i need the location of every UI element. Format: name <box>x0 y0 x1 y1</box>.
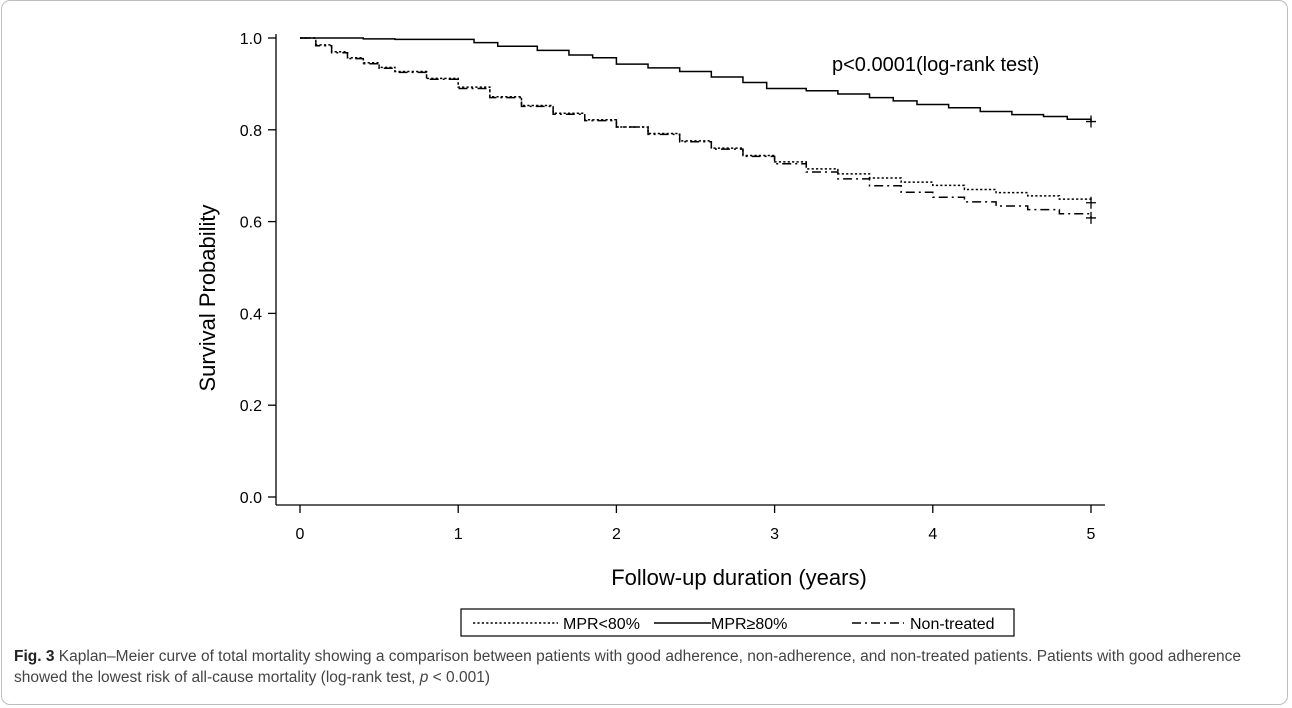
y-ticks: 0.0 0.2 0.4 0.6 0.8 1.0 <box>240 31 276 507</box>
log-rank-annotation: p<0.0001(log-rank test) <box>832 54 1039 76</box>
y-tick-label: 0.0 <box>240 490 262 507</box>
censor-mark-1 <box>1086 196 1096 209</box>
survival-curves <box>300 37 1092 218</box>
legend-label-3: Non-treated <box>910 616 995 633</box>
y-tick-label: 0.6 <box>240 215 262 232</box>
y-tick-label: 0.8 <box>240 123 262 140</box>
censor-marks <box>1086 115 1096 224</box>
x-tick-label: 4 <box>928 526 937 543</box>
legend-label-1: MPR<80% <box>563 616 640 633</box>
y-tick-label: 0.2 <box>240 398 262 415</box>
y-tick-label: 1.0 <box>240 31 262 48</box>
km-chart: 0.0 0.2 0.4 0.6 0.8 1.0 0 1 2 3 4 5 Survival Proba… <box>195 31 1105 637</box>
x-ticks: 0 1 2 3 4 5 <box>296 505 1096 543</box>
caption-p-symbol: p <box>419 669 429 686</box>
legend-label-2: MPR≥80% <box>711 616 787 633</box>
caption-label: Fig. 3 <box>14 648 55 665</box>
series-line-3 <box>300 37 1092 218</box>
y-tick-label: 0.4 <box>240 306 262 323</box>
figure-caption: Fig. 3 Kaplan–Meier curve of total morta… <box>14 646 1276 688</box>
y-axis-title: Survival Probability <box>195 204 220 391</box>
x-tick-label: 3 <box>770 526 779 543</box>
x-tick-label: 5 <box>1087 526 1096 543</box>
x-tick-label: 1 <box>454 526 463 543</box>
series-line-1 <box>300 37 1092 203</box>
caption-text-1: Kaplan–Meier curve of total mortality sh… <box>14 648 1241 686</box>
censor-mark-2 <box>1086 115 1096 128</box>
x-axis-title: Follow-up duration (years) <box>611 565 867 590</box>
x-tick-label: 2 <box>612 526 621 543</box>
legend: MPR<80% MPR≥80% Non-treated <box>460 608 1015 637</box>
censor-mark-3 <box>1086 211 1096 224</box>
series-line-2 <box>300 37 1092 122</box>
legend-items: MPR<80% MPR≥80% Non-treated <box>473 616 995 633</box>
caption-text-2: < 0.001) <box>428 669 490 686</box>
x-tick-label: 0 <box>296 526 305 543</box>
